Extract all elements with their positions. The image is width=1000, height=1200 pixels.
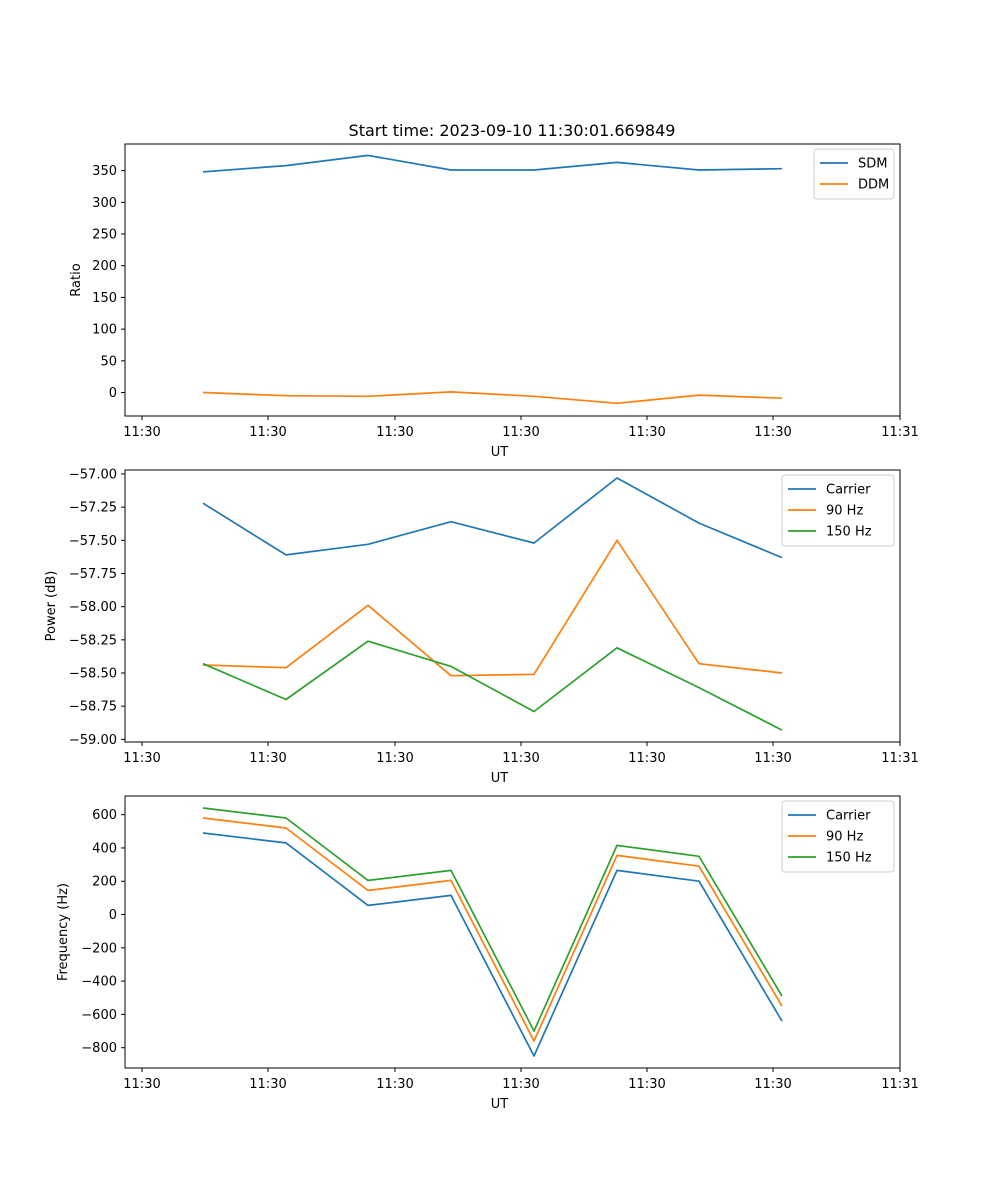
figure-title: Start time: 2023-09-10 11:30:01.669849 xyxy=(349,121,676,140)
x-tick-label: 11:30 xyxy=(249,1077,286,1092)
legend-label: Carrier xyxy=(826,809,871,824)
series-line xyxy=(202,391,783,405)
x-tick-label: 11:30 xyxy=(628,751,665,766)
series-line xyxy=(202,640,783,731)
y-tick-label: 350 xyxy=(92,164,117,179)
x-tick-label: 11:30 xyxy=(123,425,160,440)
x-tick-label: 11:30 xyxy=(502,751,539,766)
legend-label: 150 Hz xyxy=(826,851,872,866)
y-tick-label: −57.25 xyxy=(69,501,117,516)
y-axis-label: Power (dB) xyxy=(44,571,59,642)
y-tick-label: 200 xyxy=(92,875,117,890)
y-tick-label: −57.75 xyxy=(69,567,117,582)
series-line xyxy=(202,832,783,1057)
plot-frame xyxy=(124,143,901,417)
x-axis-label: UT xyxy=(491,445,509,460)
y-tick-label: 600 xyxy=(92,808,117,823)
y-axis-label: Ratio xyxy=(69,263,84,296)
y-tick-label: −57.50 xyxy=(69,534,117,549)
x-tick-label: 11:30 xyxy=(249,425,286,440)
x-tick-label: 11:30 xyxy=(754,751,791,766)
x-tick-label: 11:31 xyxy=(881,1077,918,1092)
x-tick-label: 11:30 xyxy=(249,751,286,766)
chart-panels: 11:30 11:30 11:30 11:30 11:30 11:30 11:31 0 50 10… xyxy=(44,143,919,1112)
y-tick-label: −58.25 xyxy=(69,633,117,648)
legend-label: 90 Hz xyxy=(826,830,863,845)
series-line xyxy=(202,807,783,1032)
legend-label: Carrier xyxy=(826,483,871,498)
legend-label: SDM xyxy=(858,157,887,172)
x-tick-label: 11:30 xyxy=(376,425,413,440)
x-tick-label: 11:30 xyxy=(123,1077,160,1092)
legend-box xyxy=(781,800,895,873)
y-tick-label: 300 xyxy=(92,196,117,211)
y-tick-label: −400 xyxy=(81,975,117,990)
y-tick-label: −59.00 xyxy=(69,733,117,748)
y-tick-label: 0 xyxy=(109,908,117,923)
y-tick-label: 200 xyxy=(92,259,117,274)
y-tick-label: 100 xyxy=(92,323,117,338)
y-tick-label: −800 xyxy=(81,1041,117,1056)
y-tick-label: 150 xyxy=(92,291,117,306)
y-tick-label: −57.00 xyxy=(69,467,117,482)
series-line xyxy=(202,817,783,1042)
y-tick-label: 50 xyxy=(100,354,117,369)
x-axis-label: UT xyxy=(491,1097,509,1112)
legend-label: 150 Hz xyxy=(826,525,872,540)
chart-panel: 11:30 11:30 11:30 11:30 11:30 11:30 11:31 0 50 10… xyxy=(69,143,919,460)
y-tick-label: −200 xyxy=(81,941,117,956)
x-tick-label: 11:30 xyxy=(376,1077,413,1092)
legend-label: DDM xyxy=(858,178,889,193)
x-tick-label: 11:30 xyxy=(376,751,413,766)
legend-box xyxy=(781,474,895,547)
y-tick-label: 400 xyxy=(92,841,117,856)
y-tick-label: 250 xyxy=(92,228,117,243)
x-axis-label: UT xyxy=(491,771,509,786)
y-tick-label: 0 xyxy=(109,386,117,401)
x-tick-label: 11:30 xyxy=(628,1077,665,1092)
chart-panel: 11:30 11:30 11:30 11:30 11:30 11:30 11:31 −57.0… xyxy=(44,467,919,786)
plot-frame xyxy=(124,795,901,1069)
x-tick-label: 11:30 xyxy=(754,1077,791,1092)
x-tick-label: 11:31 xyxy=(881,425,918,440)
y-axis-label: Frequency (Hz) xyxy=(56,883,71,981)
series-line xyxy=(202,539,783,677)
legend: Carrier 90 Hz 150 Hz xyxy=(781,800,895,873)
x-tick-label: 11:30 xyxy=(502,425,539,440)
y-tick-label: −58.75 xyxy=(69,700,117,715)
series-line xyxy=(202,154,783,173)
plot-frame xyxy=(124,469,901,743)
legend-label: 90 Hz xyxy=(826,504,863,519)
chart-panel: 11:30 11:30 11:30 11:30 11:30 11:30 11:31 600 40… xyxy=(56,795,919,1112)
legend-box xyxy=(813,148,895,200)
x-tick-label: 11:30 xyxy=(754,425,791,440)
series-line xyxy=(202,477,783,559)
y-tick-label: −600 xyxy=(81,1008,117,1023)
x-tick-label: 11:30 xyxy=(628,425,665,440)
y-tick-label: −58.00 xyxy=(69,600,117,615)
x-tick-label: 11:30 xyxy=(123,751,160,766)
y-tick-label: −58.50 xyxy=(69,667,117,682)
legend: SDM DDM xyxy=(813,148,895,200)
legend: Carrier 90 Hz 150 Hz xyxy=(781,474,895,547)
x-tick-label: 11:30 xyxy=(502,1077,539,1092)
x-tick-label: 11:31 xyxy=(881,751,918,766)
